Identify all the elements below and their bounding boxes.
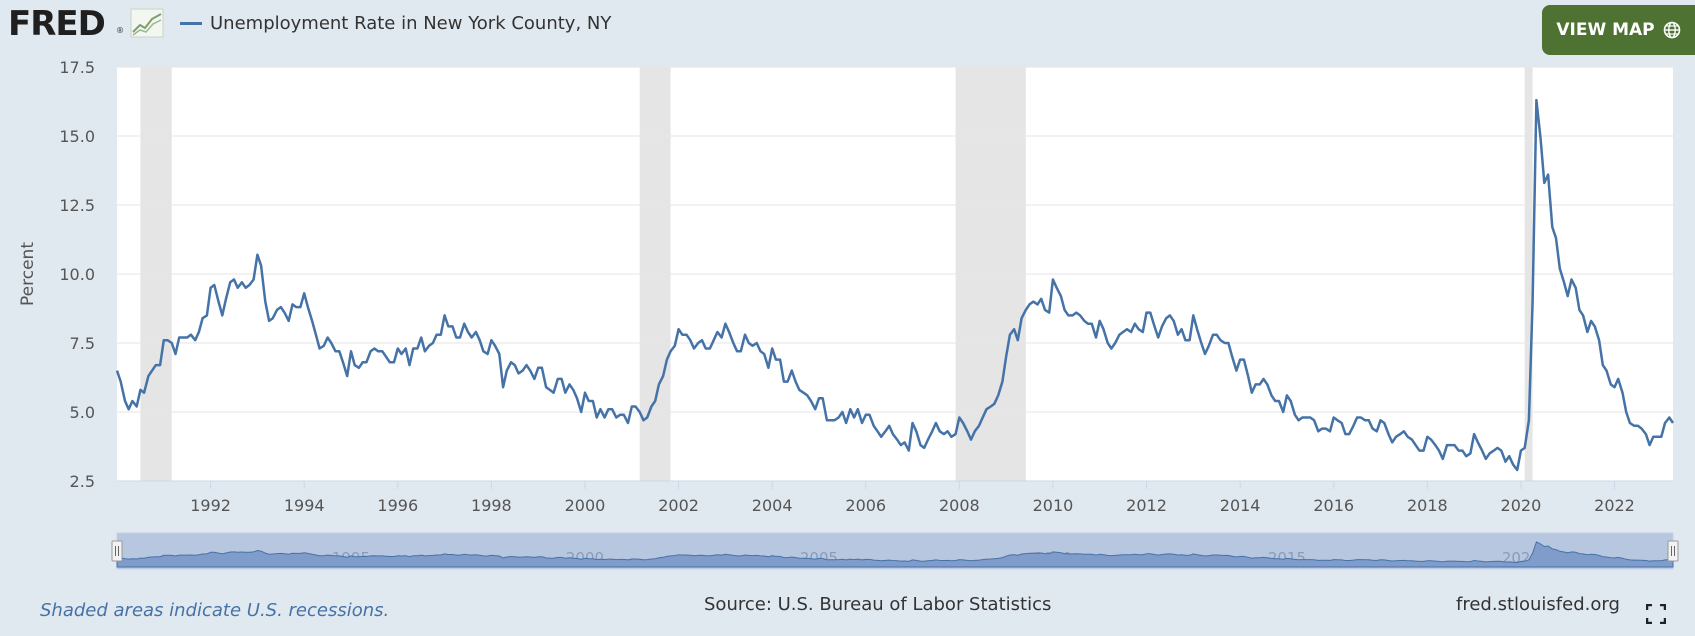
x-tick-label: 1992 [190, 496, 231, 515]
x-tick-label: 2006 [845, 496, 886, 515]
site-link[interactable]: fred.stlouisfed.org [1456, 594, 1620, 615]
y-tick-label: 10.0 [59, 265, 95, 284]
x-tick-label: 2022 [1594, 496, 1635, 515]
registered-mark: ® [116, 26, 124, 35]
recession-note: Shaded areas indicate U.S. recessions. [40, 600, 390, 621]
y-tick-label: 12.5 [59, 196, 95, 215]
fred-graph-icon [130, 8, 164, 38]
chart-legend: Unemployment Rate in New York County, NY [180, 12, 611, 34]
navigator-series-area [116, 541, 1674, 568]
y-tick-label: 7.5 [70, 334, 95, 353]
y-axis-ticks: 2.5 5.0 7.5 10.0 12.5 15.0 17.5 [59, 58, 95, 491]
x-tick-label: 2004 [752, 496, 793, 515]
x-tick-label: 2012 [1126, 496, 1167, 515]
view-map-label: VIEW MAP [1556, 20, 1655, 40]
fullscreen-icon[interactable] [1646, 604, 1666, 624]
series-line-0 [115, 98, 1675, 472]
y-axis-label: Percent [18, 242, 38, 306]
navigator-handle-left[interactable] [111, 540, 123, 562]
legend-label: Unemployment Rate in New York County, NY [210, 12, 612, 34]
x-tick-label: 2020 [1501, 496, 1542, 515]
range-navigator[interactable]: 199520002005201020152020 [111, 532, 1679, 570]
y-tick-label: 15.0 [59, 127, 95, 146]
x-tick-label: 2010 [1033, 496, 1074, 515]
y-tick-label: 17.5 [59, 58, 95, 77]
x-tick-label: 2016 [1313, 496, 1354, 515]
x-tick-label: 1994 [284, 496, 325, 515]
y-tick-label: 5.0 [70, 403, 95, 422]
legend-swatch [180, 21, 202, 25]
navigator-handle-right[interactable] [1667, 540, 1679, 562]
x-axis-ticks: 1992 1994 1996 1998 2000 2002 2004 2006 2008 2010… [190, 481, 1635, 515]
source-text: Source: U.S. Bureau of Labor Statistics [704, 594, 1052, 615]
line-chart: 2.55.07.510.012.515.017.5 1992 1994 1996 19… [18, 58, 1679, 570]
x-tick-label: 2018 [1407, 496, 1448, 515]
series-layer [115, 98, 1675, 472]
y-tick-label: 2.5 [70, 472, 95, 491]
x-tick-label: 2002 [658, 496, 699, 515]
x-tick-label: 1996 [377, 496, 418, 515]
x-tick-label: 2000 [565, 496, 606, 515]
x-tick-label: 2014 [1220, 496, 1261, 515]
x-tick-label: 2008 [939, 496, 980, 515]
globe-icon [1663, 21, 1680, 39]
fred-logo: FRED [8, 4, 106, 44]
view-map-button[interactable]: VIEW MAP [1542, 5, 1695, 55]
x-tick-label: 1998 [471, 496, 512, 515]
